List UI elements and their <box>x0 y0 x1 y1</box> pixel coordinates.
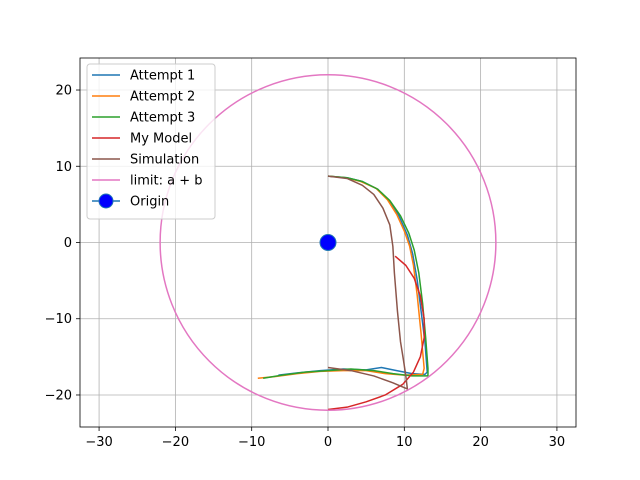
legend-label-limit-a-b: limit: a + b <box>130 174 202 189</box>
series-origin-point <box>319 234 337 251</box>
legend-label-my-model: My Model <box>130 132 192 147</box>
x-tick-label: −10 <box>238 435 265 450</box>
legend-label-attempt-2: Attempt 2 <box>130 90 195 105</box>
legend-label-attempt-3: Attempt 3 <box>130 111 195 126</box>
ticks: −30 −20 −10 0 10 20 30 −20 −10 0 10 20 <box>45 84 566 450</box>
series-simulation-line <box>327 175 409 390</box>
x-tick-label: 30 <box>549 435 566 450</box>
series-attempt-1-line <box>278 175 428 376</box>
series-limit-a-b-circle <box>159 74 497 411</box>
legend-label-simulation: Simulation <box>130 153 199 168</box>
legend: Attempt 1 Attempt 2 Attempt 3 My Model Simul… <box>86 63 216 220</box>
y-tick-label: 0 <box>64 236 72 251</box>
legend-label-attempt-1: Attempt 1 <box>130 69 195 84</box>
y-tick-label: −20 <box>45 388 72 403</box>
series-attempt-2-line <box>257 175 425 379</box>
x-tick-label: 10 <box>396 435 413 450</box>
x-tick-label: −20 <box>162 435 189 450</box>
x-tick-label: 20 <box>472 435 489 450</box>
series-layer <box>159 74 497 411</box>
y-tick-label: −10 <box>45 312 72 327</box>
series-attempt-3-line <box>263 175 429 379</box>
y-tick-label: 10 <box>55 160 72 175</box>
x-tick-label: 0 <box>324 435 332 450</box>
y-tick-label: 20 <box>55 84 72 99</box>
series-my-model-line <box>327 255 425 411</box>
legend-marker-origin <box>98 193 114 209</box>
x-tick-label: −30 <box>85 435 112 450</box>
legend-label-origin: Origin <box>130 195 169 210</box>
